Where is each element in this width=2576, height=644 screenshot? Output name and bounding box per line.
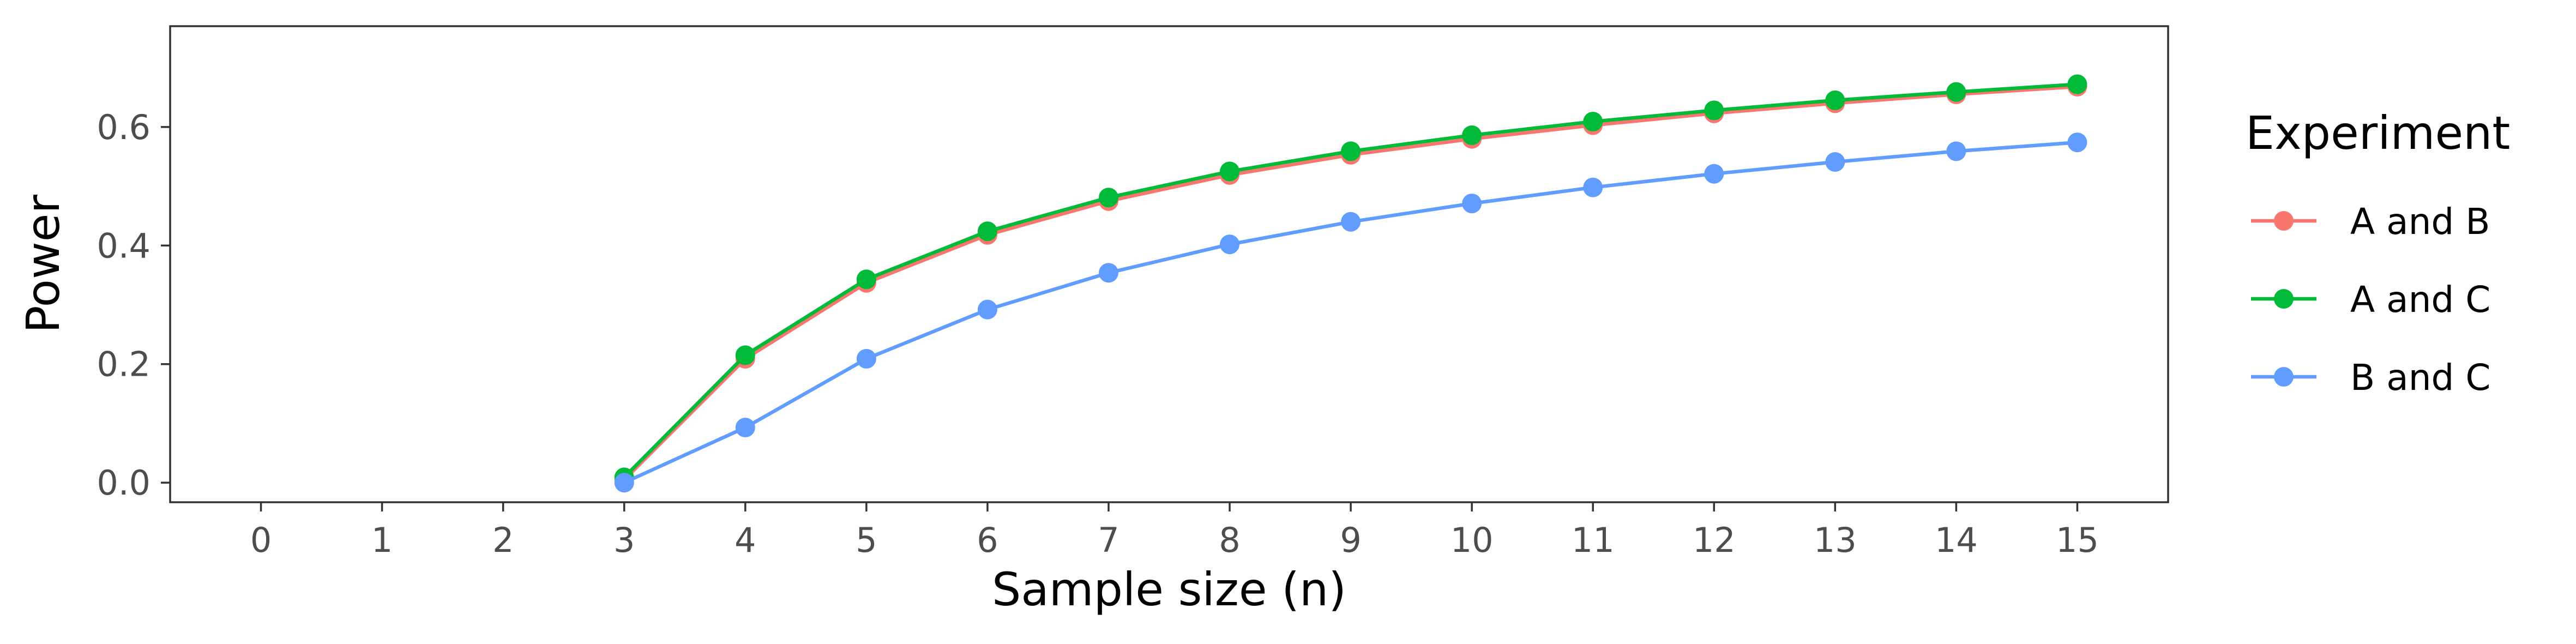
legend: Experiment A and B A and C B and C	[2246, 106, 2510, 399]
panel-border	[169, 25, 2169, 503]
data-point-b-and-c	[856, 348, 876, 369]
data-point-b-and-c	[1704, 164, 1724, 184]
data-point-b-and-c	[735, 418, 755, 438]
series-layer	[614, 74, 2087, 493]
data-point-a-and-c	[2067, 74, 2087, 94]
y-tick-label: 0.2	[97, 345, 151, 384]
x-tick-label: 13	[1814, 520, 1857, 560]
data-point-a-and-c	[1583, 112, 1603, 132]
legend-key-point-a-and-b	[2274, 211, 2294, 231]
x-tick-label: 2	[492, 520, 514, 560]
data-point-b-and-c	[2067, 133, 2087, 153]
x-tick-label: 14	[1935, 520, 1978, 560]
x-tick-label: 15	[2056, 520, 2099, 560]
x-tick-label: 5	[856, 520, 877, 560]
data-point-a-and-c	[1220, 161, 1240, 182]
data-point-a-and-c	[1825, 90, 1845, 110]
data-point-a-and-c	[735, 345, 755, 365]
data-point-b-and-c	[1583, 177, 1603, 197]
data-point-a-and-c	[1341, 141, 1361, 161]
data-point-a-and-c	[856, 269, 876, 290]
y-tick-label: 0.6	[97, 107, 151, 147]
x-tick-label: 12	[1693, 520, 1736, 560]
x-axis: 0 1 2 3 4 5 6 7 8 9 10 11 12 13 14 15	[250, 502, 2099, 560]
legend-key-point-b-and-c	[2274, 367, 2294, 387]
legend-label-a-and-b: A and B	[2350, 201, 2490, 243]
data-point-a-and-c	[1098, 188, 1118, 208]
legend-label-b-and-c: B and C	[2350, 357, 2491, 399]
x-tick-label: 7	[1098, 520, 1119, 560]
legend-label-a-and-c: A and C	[2350, 279, 2490, 321]
data-point-a-and-c	[1704, 100, 1724, 121]
data-point-a-and-c	[977, 221, 997, 242]
data-point-b-and-c	[1825, 152, 1845, 172]
x-tick-label: 8	[1219, 520, 1240, 560]
y-tick-label: 0.4	[97, 226, 151, 266]
legend-key-point-a-and-c	[2274, 289, 2294, 309]
y-axis: 0.0 0.2 0.4 0.6	[97, 107, 170, 503]
x-tick-label: 3	[613, 520, 635, 560]
x-tick-label: 10	[1450, 520, 1494, 560]
x-tick-label: 1	[371, 520, 393, 560]
data-point-b-and-c	[1946, 141, 1966, 161]
data-point-b-and-c	[1341, 212, 1361, 232]
data-point-b-and-c	[977, 299, 997, 320]
data-point-a-and-c	[1946, 82, 1966, 102]
data-point-b-and-c	[1098, 263, 1118, 283]
x-tick-label: 11	[1572, 520, 1615, 560]
data-point-a-and-c	[1462, 125, 1482, 146]
data-point-b-and-c	[1462, 194, 1482, 214]
x-tick-label: 9	[1340, 520, 1361, 560]
legend-title: Experiment	[2246, 106, 2510, 160]
x-tick-label: 4	[735, 520, 756, 560]
y-tick-label: 0.0	[97, 463, 151, 503]
y-axis-title: Power	[16, 195, 70, 333]
x-tick-label: 0	[250, 520, 272, 560]
x-tick-label: 6	[977, 520, 998, 560]
data-point-b-and-c	[1220, 234, 1240, 255]
data-point-b-and-c	[614, 473, 634, 493]
x-axis-title: Sample size (n)	[992, 563, 1346, 616]
